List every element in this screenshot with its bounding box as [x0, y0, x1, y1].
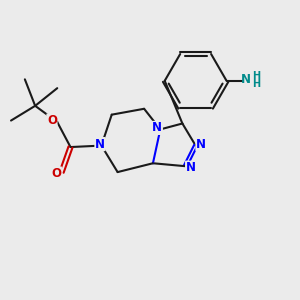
Text: N: N: [95, 138, 105, 151]
Text: O: O: [47, 114, 57, 127]
Text: H: H: [252, 79, 260, 89]
Text: N: N: [241, 73, 251, 86]
Text: H: H: [252, 70, 260, 80]
Text: N: N: [186, 161, 196, 174]
Text: N: N: [196, 138, 206, 151]
Text: N: N: [152, 122, 162, 134]
Text: O: O: [51, 167, 62, 180]
